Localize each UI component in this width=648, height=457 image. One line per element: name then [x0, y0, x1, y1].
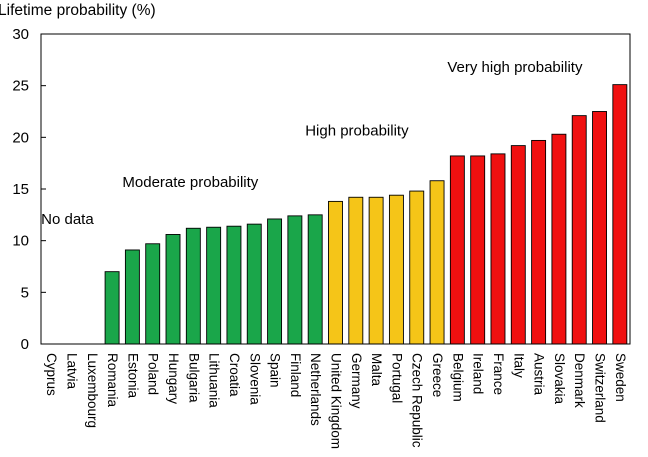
x-tick-label: United Kingdom [329, 353, 344, 449]
x-tick-label: Sweden [613, 353, 628, 402]
bar [246, 223, 262, 345]
bar [328, 200, 343, 345]
x-tick-label: Greece [430, 353, 445, 397]
x-tick-label: Slovakia [552, 353, 567, 405]
y-tick-label: 30 [12, 26, 29, 43]
bar [206, 226, 222, 345]
x-tick-label: Lithuania [207, 353, 222, 408]
bar [490, 153, 506, 345]
x-tick-label: Czech Republic [410, 353, 425, 448]
bar [510, 145, 526, 345]
bar [592, 111, 607, 345]
bar [124, 249, 140, 345]
x-tick-label: Portugal [389, 353, 404, 403]
x-tick-label: Germany [349, 353, 364, 409]
x-tick-label: Italy [511, 353, 526, 378]
x-tick-label: Slovenia [247, 353, 262, 405]
x-tick-label: Romania [105, 353, 120, 408]
annotation-label: Very high probability [447, 59, 583, 76]
y-tick-label: 25 [12, 78, 29, 95]
bar [165, 234, 181, 345]
y-tick-label: 10 [12, 233, 29, 250]
bar [348, 196, 364, 345]
y-axis-label: Lifetime probability (%) [0, 2, 156, 19]
bar [287, 215, 303, 345]
bar [368, 196, 384, 345]
bar [409, 190, 425, 345]
annotation-label: High probability [305, 122, 409, 139]
bar [551, 133, 567, 345]
x-tick-label: Estonia [125, 353, 140, 399]
x-tick-label: Spain [268, 353, 283, 388]
y-tick-label: 5 [21, 284, 29, 301]
x-tick-label: Latvia [64, 353, 79, 390]
x-tick-label: Ireland [471, 353, 486, 394]
x-tick-label: Poland [146, 353, 161, 395]
x-tick-label: Cyprus [44, 353, 59, 396]
x-tick-label: Belgium [450, 353, 465, 402]
x-tick-label: France [491, 353, 506, 395]
y-tick-label: 15 [12, 181, 29, 198]
bar [449, 155, 465, 345]
x-tick-label: Denmark [572, 353, 587, 408]
x-tick-label: Malta [369, 353, 384, 387]
y-tick-label: 0 [21, 336, 29, 353]
bar [571, 115, 587, 345]
x-tick-label: Hungary [166, 353, 181, 404]
x-tick-label: Bulgaria [186, 353, 201, 403]
bar [429, 180, 445, 345]
bar [470, 155, 486, 345]
x-tick-label: Switzerland [593, 353, 608, 423]
bar [185, 227, 201, 345]
bar [612, 84, 628, 345]
x-tick-label: Finland [288, 353, 303, 397]
bar [531, 139, 547, 345]
plot-frame [40, 33, 631, 345]
x-tick-label: Luxembourg [85, 353, 100, 428]
bar [307, 214, 323, 345]
x-tick-label: Croatia [227, 353, 242, 397]
bar [145, 243, 161, 345]
bar [267, 218, 283, 345]
annotation-label: No data [41, 211, 94, 228]
bar [104, 271, 120, 345]
x-tick-label: Netherlands [308, 353, 323, 426]
annotation-label: Moderate probability [122, 174, 258, 191]
bar [388, 194, 404, 345]
y-tick-label: 20 [12, 129, 29, 146]
bar [226, 225, 242, 345]
x-tick-label: Austria [532, 353, 547, 396]
